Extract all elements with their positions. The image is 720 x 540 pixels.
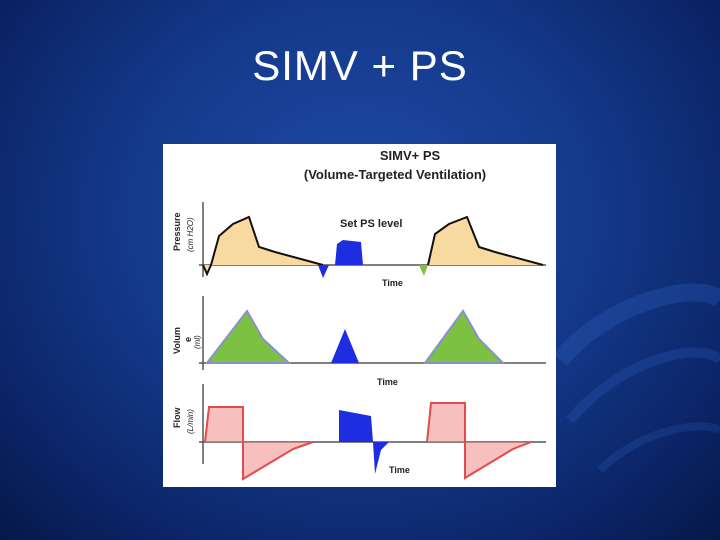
flow-waveform-panel: Time Flow (L/min) (172, 384, 546, 481)
diagram-title-line2: (Volume-Targeted Ventilation) (304, 167, 486, 182)
trigger-green-dip (419, 265, 428, 276)
mandatory-flow-breath-2-fill (427, 403, 531, 478)
ps-pressure-block (335, 240, 363, 265)
mandatory-flow-breath-1-fill (205, 407, 313, 479)
diagram-panel: SIMV+ PS (Volume-Targeted Ventilation) S… (163, 144, 556, 487)
volume-y-label-line2: e (183, 337, 193, 342)
ps-volume-breath (331, 329, 359, 363)
mandatory-pressure-breath-1 (203, 217, 323, 274)
pressure-y-unit: (cm H2O) (186, 217, 195, 252)
pressure-y-label: Pressure (172, 212, 182, 251)
diagram-title-line1: SIMV+ PS (380, 148, 441, 163)
volume-x-label: Time (377, 377, 398, 387)
volume-y-unit: (ml) (193, 335, 202, 349)
mandatory-pressure-outline-2 (427, 215, 544, 266)
mandatory-volume-breath-1 (204, 309, 292, 364)
set-ps-level-annotation: Set PS level (340, 218, 402, 230)
volume-waveform-panel: Time Volum e (ml) (172, 296, 546, 387)
flow-x-label: Time (389, 465, 410, 475)
mandatory-flow-breath-1 (204, 406, 314, 481)
mandatory-pressure-breath-2 (428, 217, 543, 265)
ps-trigger-dip (318, 265, 329, 278)
ventilation-waveform-diagram: SIMV+ PS (Volume-Targeted Ventilation) S… (172, 148, 546, 481)
ps-flow-expiratory (373, 442, 389, 474)
flow-y-unit: (L/min) (186, 409, 195, 434)
flow-y-label: Flow (172, 407, 182, 428)
mandatory-pressure-outline-1 (202, 215, 324, 277)
pressure-waveform-panel: Set PS level Time Pressure (cm H2O) (172, 202, 546, 288)
mandatory-flow-breath-2 (426, 402, 532, 480)
mandatory-volume-breath-2 (423, 309, 506, 364)
ps-flow-inspiratory (339, 410, 373, 442)
pressure-x-label: Time (382, 278, 403, 288)
slide-title: SIMV + PS (252, 42, 468, 89)
volume-y-label-line1: Volum (172, 327, 182, 354)
